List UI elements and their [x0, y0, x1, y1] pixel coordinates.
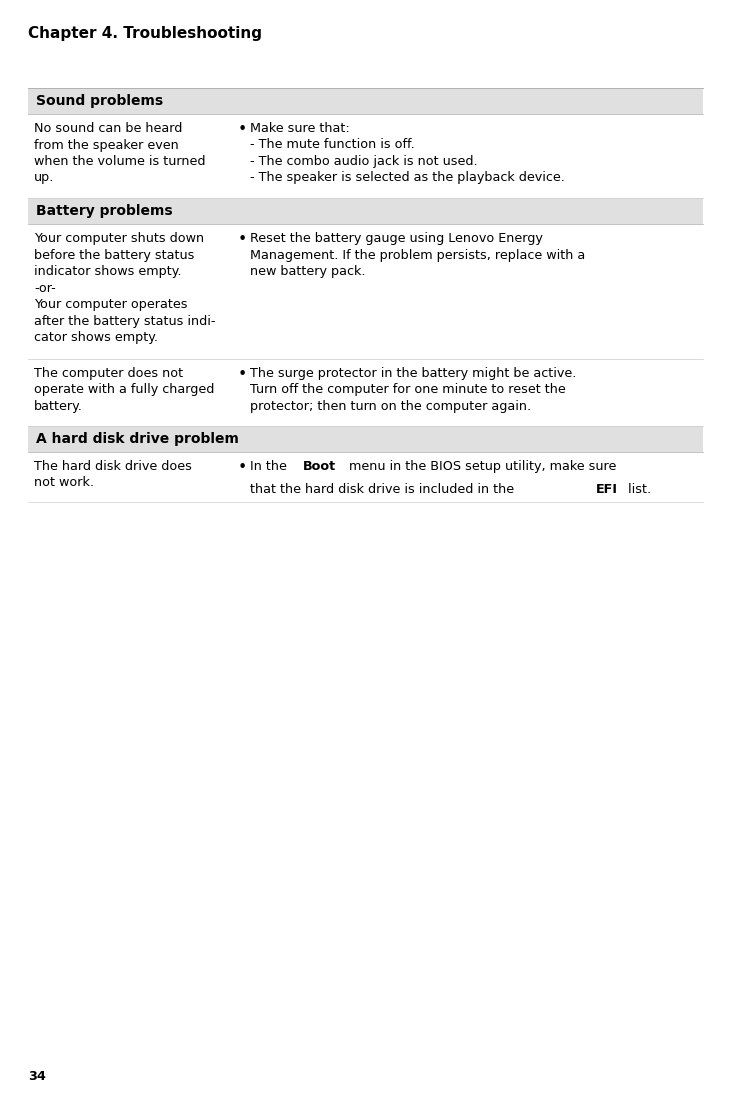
Text: •: • [238, 367, 247, 382]
Text: •: • [238, 122, 247, 137]
Bar [28, 88, 703, 114]
Bar [28, 426, 703, 452]
Text: No sound can be heard
from the speaker even
when the volume is turned
up.: No sound can be heard from the speaker e… [34, 122, 205, 184]
Text: Sound problems: Sound problems [36, 94, 163, 108]
Text: •: • [238, 460, 247, 475]
Text: list.: list. [624, 483, 651, 496]
Text: menu in the BIOS setup utility, make sure: menu in the BIOS setup utility, make sur… [346, 460, 617, 473]
Text: Battery problems: Battery problems [36, 204, 173, 218]
Text: Make sure that:
- The mute function is off.
- The combo audio jack is not used.
: Make sure that: - The mute function is o… [250, 122, 565, 184]
Text: In the: In the [250, 460, 291, 473]
Text: The hard disk drive does
not work.: The hard disk drive does not work. [34, 460, 192, 490]
Text: EFI: EFI [596, 483, 618, 496]
Text: The computer does not
operate with a fully charged
battery.: The computer does not operate with a ful… [34, 367, 214, 413]
Text: 34: 34 [28, 1070, 46, 1083]
Text: The surge protector in the battery might be active.
Turn off the computer for on: The surge protector in the battery might… [250, 367, 576, 413]
Text: A hard disk drive problem: A hard disk drive problem [36, 432, 239, 446]
Bar [28, 199, 703, 224]
Text: Boot: Boot [303, 460, 336, 473]
Text: that the hard disk drive is included in the: that the hard disk drive is included in … [250, 483, 518, 496]
Text: Reset the battery gauge using Lenovo Energy
Management. If the problem persists,: Reset the battery gauge using Lenovo Ene… [250, 232, 586, 278]
Text: Chapter 4. Troubleshooting: Chapter 4. Troubleshooting [28, 26, 262, 41]
Text: Your computer shuts down
before the battery status
indicator shows empty.
-or-
Y: Your computer shuts down before the batt… [34, 232, 216, 344]
Text: •: • [238, 232, 247, 247]
